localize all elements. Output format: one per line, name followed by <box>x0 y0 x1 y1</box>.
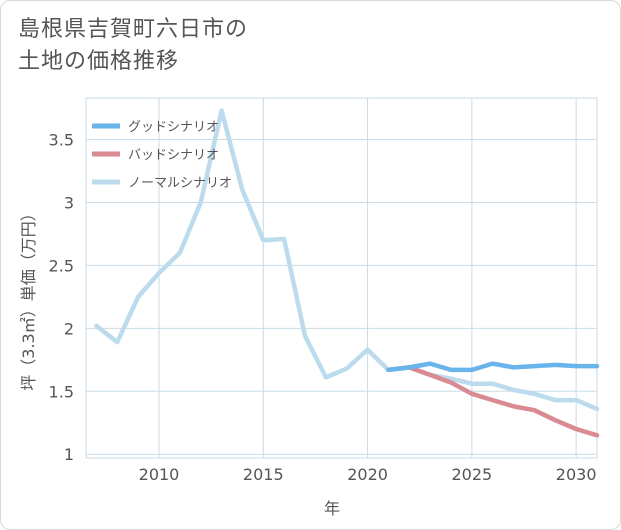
y-tick-label: 3.5 <box>49 131 74 150</box>
series-line-3 <box>94 108 600 412</box>
series-line-1 <box>386 361 600 373</box>
x-tick-label: 2015 <box>243 465 284 484</box>
x-tick-label: 2020 <box>347 465 388 484</box>
y-tick-label: 2 <box>64 319 74 338</box>
x-tick-label: 2025 <box>451 465 492 484</box>
x-axis-label: 年 <box>324 499 340 518</box>
chart-title: 島根県吉賀町六日市の 土地の価格推移 <box>18 14 248 78</box>
x-tick-label: 2030 <box>556 465 597 484</box>
tick-labels: 2010 2015 2020 2025 2030 1 1.5 2 2.5 3 3.5 <box>49 131 597 484</box>
legend-label: グッドシナリオ <box>128 120 219 135</box>
x-tick-label: 2010 <box>139 465 180 484</box>
y-axis-label: 坪（3.3㎡）単価（万円） <box>19 205 38 390</box>
legend-label: バッドシナリオ <box>128 148 219 163</box>
plot-area <box>85 97 598 459</box>
y-tick-label: 2.5 <box>49 256 74 275</box>
legend-label: ノーマルシナリオ <box>128 176 232 191</box>
y-tick-label: 1.5 <box>49 382 74 401</box>
series-lines <box>94 108 600 438</box>
y-tick-label: 3 <box>64 193 74 212</box>
title-line-1: 島根県吉賀町六日市の <box>18 17 249 42</box>
series-line-2 <box>386 365 600 438</box>
title-line-2: 土地の価格推移 <box>18 49 180 74</box>
y-tick-label: 1 <box>64 445 74 464</box>
